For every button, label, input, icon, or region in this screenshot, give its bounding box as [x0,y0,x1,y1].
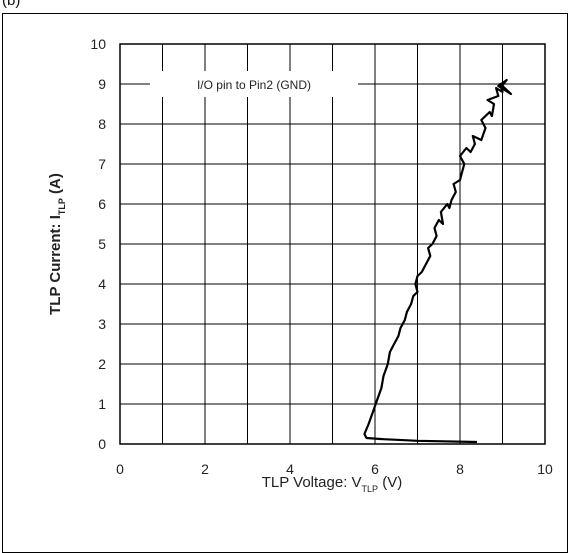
y-tick-label: 9 [98,76,106,92]
x-axis-title: TLP Voltage: VTLP (V) [262,474,402,494]
x-tick-label: 0 [116,461,124,477]
x-tick-label: 8 [456,461,464,477]
y-tick-label: 8 [98,116,106,132]
y-axis-title: TLP Current: ITLP (A) [47,173,67,315]
y-tick-label: 7 [98,156,106,172]
y-tick-label: 4 [98,276,106,292]
x-tick-label: 4 [286,461,294,477]
y-tick-label: 5 [98,236,106,252]
x-axis-ticks: 0 2 4 6 8 10 [116,461,553,477]
figure-caption: (b) [2,0,21,9]
x-tick-label: 10 [537,461,553,477]
y-tick-label: 10 [90,36,106,52]
iv-curve [363,78,513,444]
plot-area [119,43,546,445]
y-axis-title-main: TLP Current: I [47,215,64,315]
x-tick-label: 6 [371,461,379,477]
y-tick-label: 2 [98,356,106,372]
x-axis-title-sub: TLP [362,484,379,494]
y-tick-label: 0 [98,436,106,452]
annotation-label: I/O pin to Pin2 (GND) [197,78,311,92]
y-tick-label: 3 [98,316,106,332]
annotation-box [150,71,358,97]
x-tick-label: 2 [201,461,209,477]
y-axis-title-unit: (A) [47,173,64,198]
x-axis-title-main: TLP Voltage: V [262,474,362,491]
y-axis-title-sub: TLP [57,198,67,215]
y-tick-label: 1 [98,396,106,412]
y-axis-ticks: 0 1 2 3 4 5 6 7 8 9 10 [90,36,106,452]
x-axis-title-unit: (V) [378,474,402,491]
grid-lines [120,44,545,444]
y-tick-label: 6 [98,196,106,212]
